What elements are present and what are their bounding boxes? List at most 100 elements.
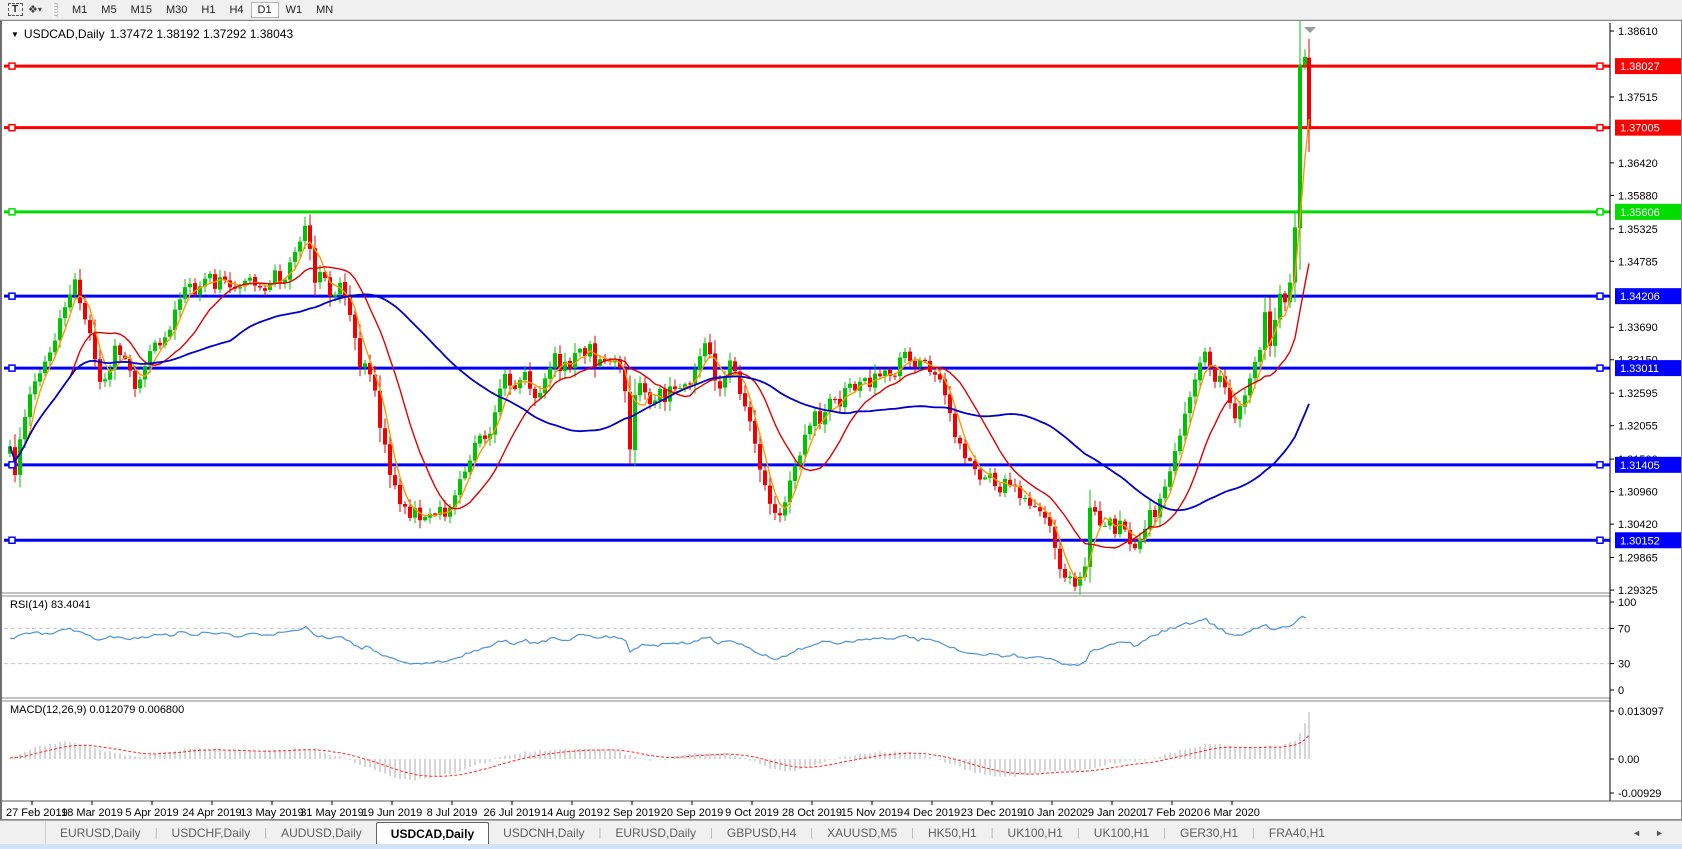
svg-text:1.37515: 1.37515 xyxy=(1618,92,1658,104)
hline-handle[interactable] xyxy=(8,123,16,132)
chart-tab-eurusd-daily[interactable]: EURUSD,Daily xyxy=(615,825,697,840)
svg-text:8 Jul 2019: 8 Jul 2019 xyxy=(427,807,478,819)
chart-tab-eurusd-daily[interactable]: EURUSD,Daily xyxy=(60,825,141,840)
toolbar-grip[interactable] xyxy=(53,2,58,17)
hline-handle[interactable] xyxy=(1596,461,1604,469)
svg-text:4 Dec 2019: 4 Dec 2019 xyxy=(904,807,960,819)
macd-axis-label: 0.013097 xyxy=(1618,706,1664,718)
hline-handle[interactable] xyxy=(1596,123,1604,132)
timeframe-button-m5[interactable]: M5 xyxy=(101,3,117,16)
chart-shift-marker-icon[interactable] xyxy=(1304,27,1316,33)
tab-separator: | xyxy=(1163,826,1167,839)
hline-handle[interactable] xyxy=(1596,292,1604,300)
svg-text:1.34785: 1.34785 xyxy=(1618,256,1658,268)
svg-text:1.34206: 1.34206 xyxy=(1620,291,1660,303)
candles xyxy=(8,18,1311,595)
chart-tab-usdcad-daily[interactable]: USDCAD,Daily xyxy=(375,822,490,844)
svg-text:1.37005: 1.37005 xyxy=(1620,123,1660,135)
chart-tab-ger30-h1[interactable]: GER30,H1 xyxy=(1180,825,1239,840)
svg-text:17 Feb 2020: 17 Feb 2020 xyxy=(1141,807,1203,819)
hline-handle[interactable] xyxy=(8,62,16,70)
svg-text:1.30960: 1.30960 xyxy=(1618,487,1658,499)
price-badge: 1.37005 xyxy=(1615,119,1681,136)
chart-tab-uk100-h1[interactable]: UK100,H1 xyxy=(1093,825,1150,840)
tab-separator: | xyxy=(710,826,713,839)
macd-signal-line xyxy=(9,734,1310,777)
svg-text:31 May 2019: 31 May 2019 xyxy=(300,807,364,819)
price-badge: 1.30152 xyxy=(1615,532,1681,549)
svg-text:1.31405: 1.31405 xyxy=(1620,460,1660,472)
hline-handle[interactable] xyxy=(8,364,16,372)
chart-symbol-label: USDCAD,Daily xyxy=(23,27,105,41)
svg-text:1.38610: 1.38610 xyxy=(1618,26,1658,38)
svg-text:1.33011: 1.33011 xyxy=(1620,363,1659,375)
chart-tab-audusd-daily[interactable]: AUDUSD,Daily xyxy=(281,825,362,840)
tab-scroll-right-icon[interactable]: ► xyxy=(1655,827,1664,838)
taskbar-edge xyxy=(0,844,1682,849)
chart-tab-fra40-h1[interactable]: FRA40,H1 xyxy=(1268,825,1325,840)
tab-separator: | xyxy=(1252,826,1255,839)
tab-separator: | xyxy=(990,826,994,839)
price-badge: 1.35606 xyxy=(1615,203,1681,220)
chart-menu-caret-icon[interactable]: ▼ xyxy=(11,29,19,39)
svg-text:29 Jan 2020: 29 Jan 2020 xyxy=(1082,807,1143,819)
macd-histogram xyxy=(9,711,1310,781)
timeframe-button-m30[interactable]: M30 xyxy=(165,3,188,16)
svg-text:1.29865: 1.29865 xyxy=(1618,553,1658,565)
tab-separator: | xyxy=(1076,826,1080,839)
objects-icon: ❖ xyxy=(28,4,38,16)
svg-text:20 Sep 2019: 20 Sep 2019 xyxy=(661,807,723,819)
text-tool-icon: T xyxy=(7,3,23,16)
hline-handle[interactable] xyxy=(1596,364,1604,372)
chevron-down-icon: ▾ xyxy=(37,5,42,14)
svg-text:26 Jul 2019: 26 Jul 2019 xyxy=(484,807,541,819)
hline-handle[interactable] xyxy=(8,208,16,216)
svg-text:19 Jun 2019: 19 Jun 2019 xyxy=(362,807,423,819)
svg-text:1.33690: 1.33690 xyxy=(1618,322,1658,334)
rsi-label: RSI(14) 83.4041 xyxy=(10,599,91,611)
hline-handle[interactable] xyxy=(8,536,16,545)
chart-window[interactable]: 1.38610 1.37515 1.36420 1.35880 1.35325 1.347… xyxy=(0,18,1682,820)
svg-text:1.38027: 1.38027 xyxy=(1620,61,1660,73)
svg-text:27 Feb 2019: 27 Feb 2019 xyxy=(6,807,68,819)
chart-tab-gbpusd-h4[interactable]: GBPUSD,H4 xyxy=(726,825,797,840)
tab-separator: | xyxy=(810,826,814,839)
chart-tab-xauusd-m5[interactable]: XAUUSD,M5 xyxy=(827,825,898,840)
chart-tab-hk50-h1[interactable]: HK50,H1 xyxy=(927,825,977,840)
timeframe-button-m15[interactable]: M15 xyxy=(130,3,152,16)
hline-objects[interactable] xyxy=(4,64,1610,542)
hline-handle[interactable] xyxy=(8,461,16,469)
svg-text:1.35880: 1.35880 xyxy=(1618,190,1658,202)
timeframe-button-m1[interactable]: M1 xyxy=(72,3,88,16)
price-badge: 1.31405 xyxy=(1615,456,1681,473)
svg-text:5 Apr 2019: 5 Apr 2019 xyxy=(125,807,178,819)
tab-scroll-left-icon[interactable]: ◄ xyxy=(1632,827,1642,838)
chart-tab-usdcnh-daily[interactable]: USDCNH,Daily xyxy=(503,825,585,840)
chart-canvas[interactable]: 1.38610 1.37515 1.36420 1.35880 1.35325 1.347… xyxy=(2,18,1682,819)
svg-text:24 Apr 2019: 24 Apr 2019 xyxy=(182,807,241,819)
hline-handle[interactable] xyxy=(1596,536,1604,545)
timeframe-button-mn[interactable]: MN xyxy=(316,3,334,16)
timeframe-button-d1[interactable]: D1 xyxy=(250,1,279,18)
chart-ohlc-values: 1.37472 1.38192 1.37292 1.38043 xyxy=(109,27,294,41)
svg-text:1.30420: 1.30420 xyxy=(1618,519,1658,531)
tab-separator: | xyxy=(598,826,602,839)
hline-handle[interactable] xyxy=(1596,208,1604,216)
svg-text:1.36420: 1.36420 xyxy=(1618,158,1658,170)
timeframe-button-h1[interactable]: H1 xyxy=(201,3,216,16)
chart-tab-uk100-h1[interactable]: UK100,H1 xyxy=(1007,825,1063,840)
rsi-axis-label: 0 xyxy=(1618,685,1624,697)
text-tool-button[interactable]: T xyxy=(6,2,24,18)
objects-button[interactable]: ❖ ▾ xyxy=(26,2,44,18)
timeframe-toolbar: M1 M5 M15 M30 H1 H4 D1 W1 MN xyxy=(65,1,340,18)
chart-tab-usdchf-daily[interactable]: USDCHF,Daily xyxy=(171,825,251,840)
hline-handle[interactable] xyxy=(1596,62,1604,70)
tabbar-lead-gutter xyxy=(0,821,46,844)
timeframe-button-w1[interactable]: W1 xyxy=(285,3,303,16)
svg-text:1.32595: 1.32595 xyxy=(1618,388,1658,400)
hline-handle[interactable] xyxy=(8,292,16,300)
svg-text:13 May 2019: 13 May 2019 xyxy=(240,807,304,819)
timeframe-button-h4[interactable]: H4 xyxy=(229,3,244,16)
rsi-line xyxy=(9,615,1307,667)
svg-text:18 Mar 2019: 18 Mar 2019 xyxy=(61,807,123,819)
